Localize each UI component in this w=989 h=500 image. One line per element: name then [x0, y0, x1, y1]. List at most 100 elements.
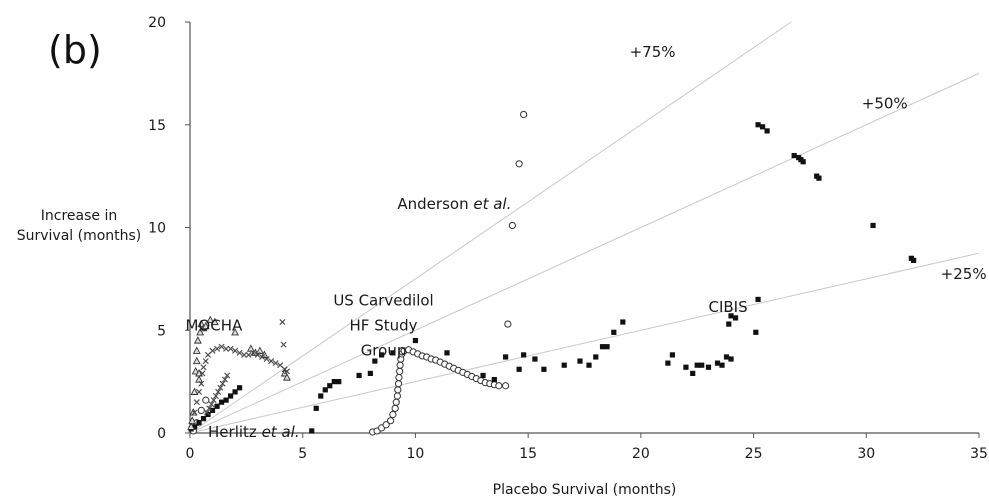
data-point-open-circle: [508, 221, 516, 230]
data-point-filled-square: [227, 393, 234, 399]
data-point-open-triangle: [210, 317, 219, 326]
data-point-filled-square: [753, 329, 759, 335]
data-point-filled-square: [561, 362, 567, 368]
data-point-filled-square: [367, 370, 373, 377]
data-point-filled-square: [577, 358, 583, 364]
data-point-cross: [203, 409, 210, 416]
annotation-cibis: CIBIS: [708, 298, 747, 316]
data-point-cross: [219, 380, 226, 387]
data-point-filled-square: [516, 366, 522, 372]
reference-line-1: [189, 21, 792, 434]
y-axis-label: Increase in Survival (months): [17, 208, 142, 244]
data-point-open-circle: [515, 160, 523, 168]
data-point-filled-square: [699, 362, 705, 368]
reference-line-label: +75%: [630, 43, 676, 61]
x-tick-label: 20: [632, 446, 650, 462]
data-point-filled-square: [322, 387, 328, 393]
data-point-filled-square: [620, 319, 626, 325]
reference-lines: +75% +50% +25%: [189, 21, 987, 434]
data-point-open-circle: [394, 386, 402, 394]
reference-line-label: +50%: [862, 94, 908, 112]
x-tick-label: 30: [857, 446, 875, 462]
data-point-filled-square: [759, 124, 766, 130]
data-point-filled-square: [309, 428, 315, 434]
annotation-mocha: MOCHA: [185, 316, 243, 334]
data-point-open-circle: [202, 396, 210, 404]
data-point-cross: [245, 351, 252, 358]
data-point-open-circle: [520, 110, 528, 119]
data-point-filled-square: [732, 315, 739, 321]
x-tick-label: 0: [186, 446, 195, 462]
data-point-filled-square: [200, 416, 207, 422]
panel-label: (b): [48, 28, 102, 72]
data-point-open-triangle: [201, 321, 210, 330]
x-tick-label: 25: [745, 446, 763, 462]
data-point-open-circle: [504, 320, 512, 328]
data-point-cross: [218, 343, 225, 350]
data-point-filled-square: [232, 389, 238, 395]
data-point-cross: [217, 384, 224, 391]
data-point-filled-square: [714, 360, 721, 366]
data-point-cross: [202, 358, 209, 365]
data-point-filled-square: [313, 405, 319, 411]
x-tick-label: 35: [970, 446, 988, 462]
data-point-filled-square: [331, 379, 337, 385]
data-point-filled-square: [196, 420, 202, 426]
data-point-open-circle: [396, 367, 404, 375]
x-tick-label: 10: [407, 446, 425, 462]
data-point-filled-square: [791, 152, 797, 159]
data-point-cross: [254, 351, 261, 358]
reference-line-2: [189, 72, 980, 434]
data-point-cross: [198, 380, 205, 387]
data-point-filled-square: [327, 383, 333, 389]
data-point-cross: [215, 388, 222, 395]
data-point-filled-square: [356, 372, 362, 379]
data-point-cross: [223, 345, 230, 352]
data-point-filled-square: [318, 393, 324, 399]
data-point-cross: [250, 349, 257, 356]
y-tick-label: 15: [148, 118, 166, 134]
data-point-open-circle: [502, 382, 510, 390]
data-point-open-circle: [382, 421, 390, 429]
data-point-open-circle: [393, 392, 401, 400]
data-point-filled-square: [586, 362, 592, 368]
data-point-filled-square: [764, 128, 770, 134]
data-point-open-circle: [387, 417, 395, 425]
data-point-open-circle: [392, 398, 400, 406]
data-point-cross: [199, 370, 206, 377]
data-point-open-triangle: [231, 327, 240, 336]
data-point-filled-square: [599, 344, 606, 350]
data-points: [187, 110, 917, 436]
data-point-filled-square: [800, 159, 806, 165]
data-point-filled-square: [372, 358, 378, 364]
data-point-open-circle: [391, 404, 399, 412]
data-point-filled-square: [593, 354, 599, 360]
y-tick-label: 20: [148, 15, 166, 31]
data-point-filled-square: [755, 296, 761, 303]
data-point-cross: [241, 351, 248, 358]
y-tick-label: 0: [157, 426, 166, 442]
y-tick-label: 10: [148, 221, 166, 237]
data-point-filled-square: [379, 352, 385, 358]
data-point-filled-square: [719, 362, 725, 368]
data-point-filled-square: [491, 376, 497, 383]
data-point-cross: [196, 388, 203, 395]
data-point-filled-square: [209, 407, 216, 413]
data-point-filled-square: [503, 354, 509, 360]
data-point-cross: [209, 347, 216, 354]
data-point-cross: [224, 372, 231, 379]
data-point-filled-square: [911, 257, 917, 263]
data-point-filled-square: [690, 370, 696, 377]
data-point-filled-square: [604, 344, 610, 350]
annotation-us-carvedilol: Group: [361, 342, 407, 360]
data-point-open-triangle: [206, 315, 215, 324]
data-point-filled-square: [336, 379, 342, 385]
data-point-open-triangle: [192, 346, 201, 354]
data-point-filled-square: [726, 321, 732, 327]
annotation-anderson: Anderson et al.: [397, 195, 511, 213]
data-point-cross: [272, 360, 279, 367]
data-point-cross: [232, 347, 239, 354]
data-point-cross: [263, 356, 270, 363]
data-point-cross: [280, 341, 287, 348]
